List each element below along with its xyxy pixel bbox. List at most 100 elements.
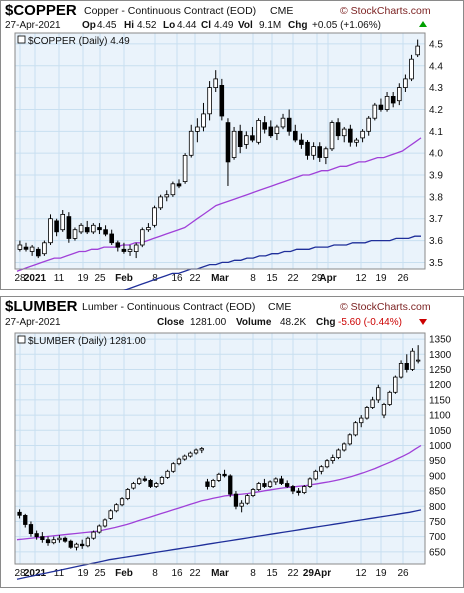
copper-candle-body xyxy=(378,104,384,110)
copper-candle-body xyxy=(182,154,188,182)
lumber-candle-body xyxy=(262,483,267,487)
copper-candle-body xyxy=(354,139,359,143)
lumber-y-tick-label: 1150 xyxy=(429,395,451,406)
lumber-candle-body xyxy=(410,350,415,370)
lumber-candle-body xyxy=(159,476,165,484)
copper-candle-body xyxy=(60,213,65,231)
copper-y-tick-label: 3.7 xyxy=(429,214,443,225)
copper-candle-body xyxy=(66,216,72,239)
lumber-candle-body xyxy=(85,537,90,547)
copper-chart-svg: $COPPER Copper - Continuous Contract (EO… xyxy=(0,0,464,329)
lumber-candle-body xyxy=(131,483,136,489)
copper-x-tick-label: 19 xyxy=(375,273,387,284)
lumber-legend-swatch xyxy=(17,335,26,344)
lumber-candle-body xyxy=(370,399,375,408)
lumber-date: 27-Apr-2021 xyxy=(5,317,61,328)
copper-candle-body xyxy=(48,218,53,244)
copper-candle-body xyxy=(390,96,396,104)
lumber-candle-body xyxy=(154,483,159,487)
copper-candle-body xyxy=(403,78,408,89)
copper-cl-value: 4.49 xyxy=(214,20,234,31)
lumber-y-tick-label: 850 xyxy=(429,487,446,498)
lumber-candle-body xyxy=(347,434,353,445)
copper-candle-body xyxy=(133,244,139,252)
lumber-y-tick-label: 1050 xyxy=(429,426,452,437)
copper-y-tick-label: 3.8 xyxy=(429,192,443,203)
copper-candle-body xyxy=(292,130,298,141)
copper-candle-body xyxy=(164,194,170,198)
copper-candle-body xyxy=(127,248,133,252)
copper-x-tick-label: 28 xyxy=(14,273,26,284)
lumber-candle-body xyxy=(376,387,381,401)
copper-y-tick-label: 4.5 xyxy=(429,39,443,50)
lumber-x-tick-label: 12 xyxy=(355,568,367,579)
copper-candle-body xyxy=(17,244,23,250)
lumber-candle-body xyxy=(125,489,130,500)
lumber-candle-body xyxy=(336,449,341,458)
lumber-candle-body xyxy=(62,537,68,542)
lumber-candle-body xyxy=(40,536,45,541)
lumber-candle-body xyxy=(302,486,307,493)
copper-short-moving-average-line xyxy=(16,137,422,272)
copper-y-tick-label: 4.1 xyxy=(429,127,443,138)
copper-chart-panel: $COPPER Copper - Continuous Contract (EO… xyxy=(0,0,464,329)
copper-description: Copper - Continuous Contract (EOD) xyxy=(84,5,256,17)
lumber-x-tick-label: 19 xyxy=(375,568,387,579)
copper-candle-body xyxy=(360,130,365,139)
copper-candle-body xyxy=(152,207,157,226)
copper-candle-body xyxy=(323,148,329,158)
lumber-y-tick-label: 1300 xyxy=(429,350,452,361)
copper-candle-body xyxy=(317,146,322,158)
lumber-long-moving-average-line xyxy=(16,509,422,580)
copper-candle-body xyxy=(335,122,341,137)
lumber-candle-body xyxy=(108,510,113,519)
lumber-chg-down-arrow-icon xyxy=(419,319,427,325)
lumber-candle-body xyxy=(119,498,125,506)
copper-op-label: Op xyxy=(82,20,96,31)
lumber-brand[interactable]: © StockCharts.com xyxy=(340,301,431,313)
copper-candle-body xyxy=(201,113,206,128)
lumber-y-tick-label: 700 xyxy=(429,532,446,543)
copper-candle-body xyxy=(219,85,225,117)
lumber-candle-body xyxy=(148,479,153,487)
lumber-x-tick-label: 29Apr xyxy=(303,568,331,579)
copper-y-tick-label: 3.9 xyxy=(429,171,443,182)
copper-candle-body xyxy=(256,120,261,143)
copper-legend-text: $COPPER (Daily) 4.49 xyxy=(28,36,130,47)
lumber-candle-body xyxy=(364,407,370,419)
lumber-candle-body xyxy=(353,422,358,436)
copper-candle-body xyxy=(103,229,108,235)
copper-x-tick-label: 16 xyxy=(171,273,183,284)
copper-candle-body xyxy=(366,117,371,132)
copper-candle-body xyxy=(23,246,29,250)
lumber-candle-body xyxy=(193,449,199,454)
copper-plot-frame xyxy=(14,32,426,270)
copper-chg-value: +0.05 (+1.06%) xyxy=(312,20,381,31)
lumber-x-tick-label: 8 xyxy=(152,568,158,579)
lumber-candle-body xyxy=(74,543,79,548)
copper-x-tick-label: 29 xyxy=(311,273,323,284)
lumber-y-tick-label: 1200 xyxy=(429,380,452,391)
copper-candle-body xyxy=(91,224,96,233)
copper-candle-body xyxy=(299,139,304,145)
copper-brand[interactable]: © StockCharts.com xyxy=(340,5,431,17)
lumber-y-tick-label: 1000 xyxy=(429,441,452,452)
lumber-candle-body xyxy=(296,490,301,494)
copper-lo-label: Lo xyxy=(163,20,175,31)
lumber-candle-body xyxy=(279,478,284,484)
copper-y-tick-label: 4.0 xyxy=(429,149,443,160)
copper-candle-body xyxy=(176,183,182,187)
copper-candle-body xyxy=(42,242,47,255)
copper-candle-body xyxy=(109,233,115,244)
copper-y-tick-label: 3.6 xyxy=(429,236,443,247)
copper-chg-up-arrow-icon xyxy=(419,21,427,27)
lumber-close-value: 1281.00 xyxy=(190,317,227,328)
lumber-candle-body xyxy=(284,483,290,487)
copper-vol-label: Vol xyxy=(238,20,253,31)
lumber-candle-body xyxy=(393,376,398,393)
lumber-x-tick-label: 28 xyxy=(14,568,26,579)
copper-candle-body xyxy=(311,146,316,156)
lumber-candle-body xyxy=(273,478,278,483)
lumber-x-tick-label: 25 xyxy=(94,568,106,579)
